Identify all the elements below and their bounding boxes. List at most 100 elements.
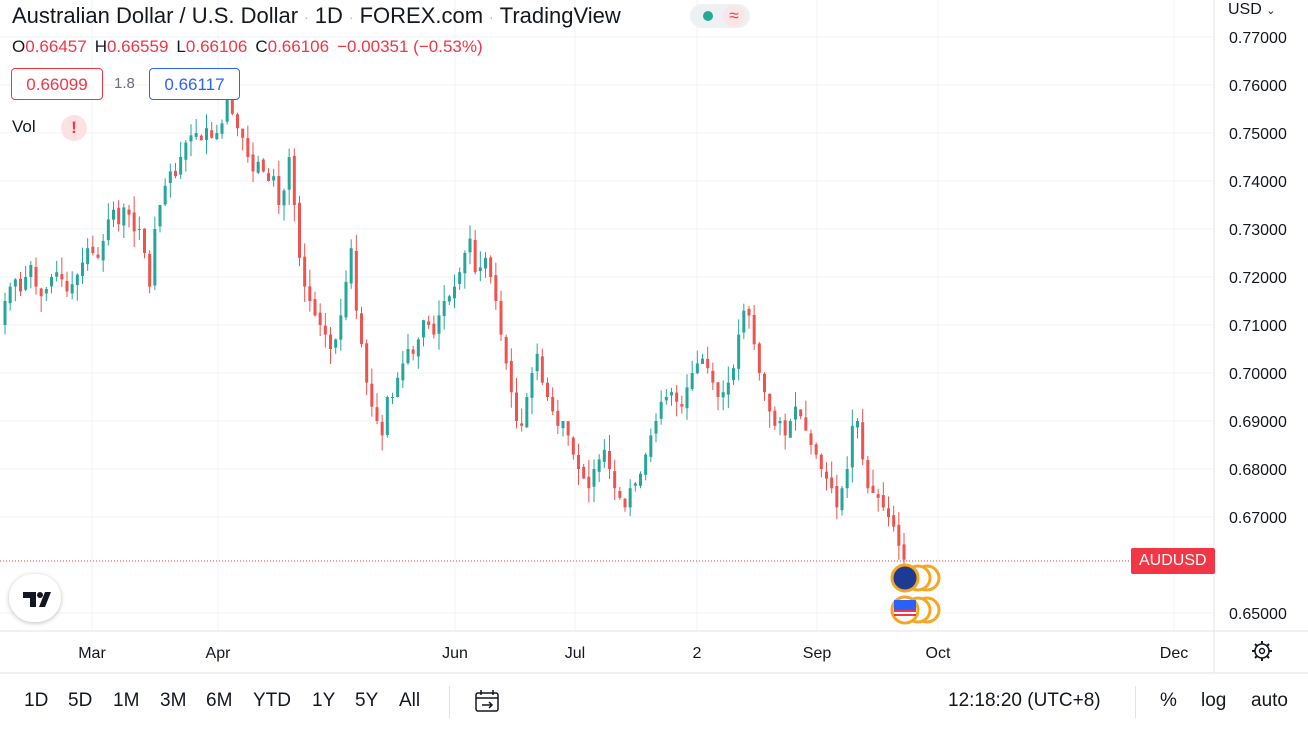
percent-scale-toggle[interactable]: % bbox=[1160, 690, 1177, 711]
candle[interactable] bbox=[881, 482, 885, 511]
candle[interactable] bbox=[344, 270, 348, 321]
candle[interactable] bbox=[96, 247, 100, 260]
candle[interactable] bbox=[830, 461, 834, 494]
date-range-icon[interactable] bbox=[475, 690, 499, 712]
candle[interactable] bbox=[406, 333, 410, 365]
candle[interactable] bbox=[184, 140, 188, 172]
candle[interactable] bbox=[385, 395, 389, 438]
candle[interactable] bbox=[840, 486, 844, 516]
candle[interactable] bbox=[773, 406, 777, 430]
candle[interactable] bbox=[55, 260, 59, 282]
candle[interactable] bbox=[282, 188, 286, 221]
auto-scale-toggle[interactable]: auto bbox=[1251, 690, 1288, 711]
range-1y-button[interactable]: 1Y bbox=[312, 690, 336, 711]
candle[interactable] bbox=[675, 384, 679, 417]
candle[interactable] bbox=[814, 442, 818, 459]
candle[interactable] bbox=[8, 282, 12, 311]
candle[interactable] bbox=[86, 238, 90, 271]
candle[interactable] bbox=[365, 339, 369, 396]
log-scale-toggle[interactable]: log bbox=[1201, 690, 1227, 711]
event-flags[interactable] bbox=[890, 563, 941, 625]
candle[interactable] bbox=[251, 142, 255, 183]
candle[interactable] bbox=[871, 469, 875, 494]
candle[interactable] bbox=[3, 292, 7, 335]
candle[interactable] bbox=[287, 148, 291, 205]
candle[interactable] bbox=[396, 372, 400, 398]
candle[interactable] bbox=[267, 168, 270, 182]
candle[interactable] bbox=[726, 366, 730, 409]
candle[interactable] bbox=[391, 392, 394, 404]
candle[interactable] bbox=[174, 163, 177, 179]
candle[interactable] bbox=[577, 443, 580, 486]
candle[interactable] bbox=[866, 455, 870, 494]
candle[interactable] bbox=[318, 303, 322, 336]
candle[interactable] bbox=[742, 303, 746, 339]
candle[interactable] bbox=[132, 196, 136, 247]
candle[interactable] bbox=[370, 368, 374, 417]
candle[interactable] bbox=[561, 420, 565, 437]
candle[interactable] bbox=[825, 462, 828, 491]
candle[interactable] bbox=[375, 393, 379, 424]
candle[interactable] bbox=[799, 409, 803, 420]
candle[interactable] bbox=[19, 271, 22, 297]
candle[interactable] bbox=[277, 160, 281, 214]
candle[interactable] bbox=[546, 377, 549, 402]
buy-button[interactable]: 0.66117 bbox=[149, 68, 240, 100]
candle[interactable] bbox=[670, 387, 673, 406]
candle[interactable] bbox=[189, 124, 193, 157]
candle[interactable] bbox=[143, 228, 146, 259]
candle[interactable] bbox=[148, 250, 152, 294]
volume-indicator-label[interactable]: Vol bbox=[12, 117, 36, 136]
candle[interactable] bbox=[339, 298, 343, 351]
candle[interactable] bbox=[494, 262, 498, 310]
tradingview-logo[interactable] bbox=[9, 574, 61, 622]
candle[interactable] bbox=[706, 346, 710, 374]
candle[interactable] bbox=[194, 119, 198, 140]
candle[interactable] bbox=[70, 271, 74, 300]
candle[interactable] bbox=[737, 319, 741, 381]
candle[interactable] bbox=[458, 267, 462, 290]
candle[interactable] bbox=[292, 148, 296, 222]
candle[interactable] bbox=[587, 459, 591, 503]
candle[interactable] bbox=[401, 350, 405, 388]
candle[interactable] bbox=[349, 239, 353, 289]
symbol-header[interactable]: Australian Dollar / U.S. Dollar · 1D · FOREX… bbox=[12, 3, 621, 28]
candle[interactable] bbox=[101, 234, 105, 272]
candle[interactable] bbox=[535, 343, 539, 381]
currency-selector[interactable]: USD ⌄ bbox=[1228, 1, 1276, 18]
candle[interactable] bbox=[334, 338, 338, 354]
warning-icon[interactable]: ! bbox=[61, 115, 87, 141]
candle[interactable] bbox=[60, 257, 64, 287]
candle[interactable] bbox=[329, 327, 332, 364]
candle[interactable] bbox=[122, 203, 126, 239]
range-1m-button[interactable]: 1M bbox=[113, 690, 140, 711]
candle[interactable] bbox=[323, 313, 327, 348]
candle[interactable] bbox=[29, 261, 33, 289]
candle[interactable] bbox=[91, 235, 95, 256]
candle[interactable] bbox=[137, 216, 141, 241]
candle[interactable] bbox=[106, 203, 110, 246]
candle[interactable] bbox=[685, 374, 689, 420]
candle[interactable] bbox=[478, 251, 482, 282]
candle[interactable] bbox=[261, 158, 265, 173]
candle[interactable] bbox=[551, 387, 555, 416]
candle[interactable] bbox=[34, 257, 38, 295]
candle[interactable] bbox=[50, 273, 53, 294]
range-6m-button[interactable]: 6M bbox=[206, 690, 233, 711]
candle[interactable] bbox=[504, 334, 508, 370]
candle[interactable] bbox=[747, 306, 751, 329]
candle[interactable] bbox=[783, 413, 787, 450]
candle[interactable] bbox=[701, 353, 704, 364]
candle[interactable] bbox=[205, 114, 208, 155]
candle[interactable] bbox=[360, 306, 363, 348]
candle[interactable] bbox=[788, 418, 792, 438]
sell-button[interactable]: 0.66099 bbox=[11, 68, 103, 100]
candle[interactable] bbox=[24, 265, 28, 292]
candle[interactable] bbox=[876, 488, 880, 512]
candle[interactable] bbox=[380, 414, 384, 451]
candle[interactable] bbox=[649, 428, 653, 463]
candle[interactable] bbox=[628, 479, 632, 517]
candle[interactable] bbox=[850, 409, 854, 483]
candle[interactable] bbox=[695, 350, 699, 375]
